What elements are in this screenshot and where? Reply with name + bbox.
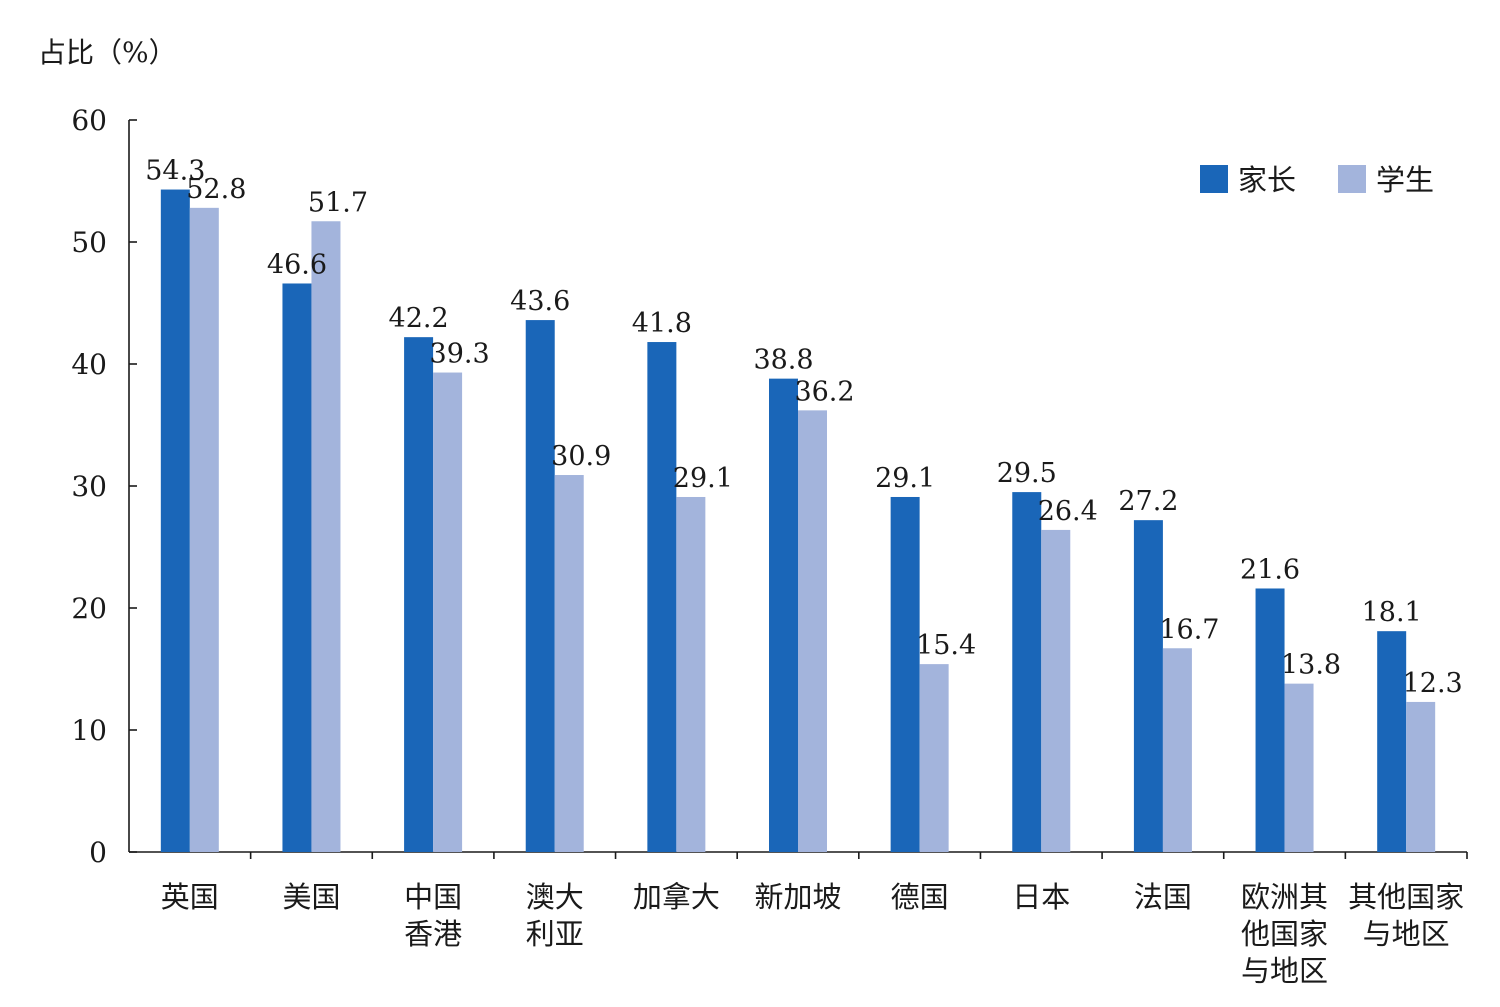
bar-student [311,221,341,852]
y-axis-label: 占比（%） [38,36,177,69]
data-label-student: 52.8 [186,174,246,205]
data-label-student: 15.4 [916,630,976,661]
data-label-student: 12.3 [1403,668,1463,699]
data-label-student: 16.7 [1159,614,1219,645]
data-label-parent: 21.6 [1240,554,1300,585]
x-category-label-line: 其他国家 [1348,880,1464,914]
x-category-label-line: 德国 [891,880,949,914]
x-category-label-line: 香港 [404,917,462,951]
x-category-label: 加拿大 [633,880,720,914]
data-label-parent: 54.3 [145,156,205,187]
x-category-label-line: 法国 [1134,880,1192,914]
data-label-student: 51.7 [308,187,368,218]
data-label-student: 36.2 [794,376,854,407]
bar-student [554,475,584,852]
data-label-parent: 42.2 [389,303,449,334]
y-tick-label: 60 [71,104,107,137]
bar-parent [647,342,677,852]
bar-parent [525,320,555,853]
bar-student [1162,648,1192,852]
x-category-label: 其他国家与地区 [1348,880,1464,951]
x-category-label: 法国 [1134,880,1192,914]
data-label-parent: 41.8 [632,308,692,339]
x-category-label-line: 他国家 [1241,917,1328,951]
x-category-label: 英国 [161,880,219,914]
x-category-label: 美国 [282,880,340,914]
data-label-parent: 43.6 [510,286,570,317]
data-label-student: 29.1 [673,463,733,494]
data-label-student: 26.4 [1038,496,1098,527]
legend-label-student: 学生 [1376,163,1434,197]
x-category-label: 欧洲其他国家与地区 [1241,880,1328,988]
bar-parent [1377,631,1407,852]
bar-parent [160,189,190,853]
y-tick-label: 30 [71,470,107,503]
x-category-label-line: 美国 [282,880,340,914]
chart-value-labels: 54.352.8 46.6 51.7 42.2 39.3 43.6 30.9 41.8 29.1… [145,156,1462,699]
bar-parent [769,378,798,852]
x-category-label: 澳大利亚 [526,880,584,951]
x-category-label: 德国 [891,880,949,914]
y-tick-label: 40 [71,348,107,381]
bar-student [1284,683,1314,852]
bar-student [1041,529,1071,852]
bar-student [798,410,827,852]
bar-parent [890,496,920,852]
bar-student [919,664,949,852]
x-category-label-line: 中国 [404,880,462,914]
y-tick-label: 20 [71,592,107,625]
bar-student [189,207,219,853]
data-label-parent: 29.5 [997,458,1057,489]
chart-legend: 家长 学生 [1200,163,1434,197]
x-category-label-line: 与地区 [1241,954,1328,988]
x-category-label-line: 与地区 [1363,917,1450,951]
data-label-parent: 27.2 [1118,486,1178,517]
bar-parent [404,337,434,852]
x-category-label-line: 新加坡 [754,880,841,914]
data-label-student: 30.9 [551,441,611,472]
y-tick-label: 0 [89,836,107,869]
x-category-label-line: 欧洲其 [1241,880,1328,914]
x-category-label-line: 加拿大 [633,880,720,914]
data-label-parent: 29.1 [875,463,935,494]
chart-axes: 占比（%） 0 10 20 30 40 50 60 英国 美国 中国香港 澳大利亚 加拿大 新加坡 德国 日本… [38,36,1468,988]
bar-parent [1133,520,1163,852]
x-category-label-line: 利亚 [526,917,584,951]
legend-swatch-parent [1200,165,1228,193]
bar-parent [1012,492,1042,852]
bar-student [1406,701,1436,852]
legend-label-parent: 家长 [1238,163,1296,197]
y-tick-label: 50 [71,226,107,259]
bar-student [676,496,706,852]
x-category-label-line: 英国 [161,880,219,914]
legend-swatch-student [1338,165,1366,193]
x-category-label-line: 日本 [1012,880,1070,914]
chart-bars [160,189,1436,853]
x-category-label: 新加坡 [754,880,841,914]
x-category-label: 日本 [1012,880,1070,914]
bar-parent [282,283,312,853]
bar-student [433,372,463,852]
x-category-label-line: 澳大 [526,880,584,914]
data-label-parent: 38.8 [753,345,813,376]
y-tick-label: 10 [71,714,107,747]
data-label-parent: 18.1 [1362,597,1422,628]
data-label-student: 13.8 [1281,650,1341,681]
x-category-label: 中国香港 [404,880,462,951]
data-label-parent: 46.6 [267,249,327,280]
data-label-student: 39.3 [430,339,490,370]
bar-parent [1255,588,1285,852]
